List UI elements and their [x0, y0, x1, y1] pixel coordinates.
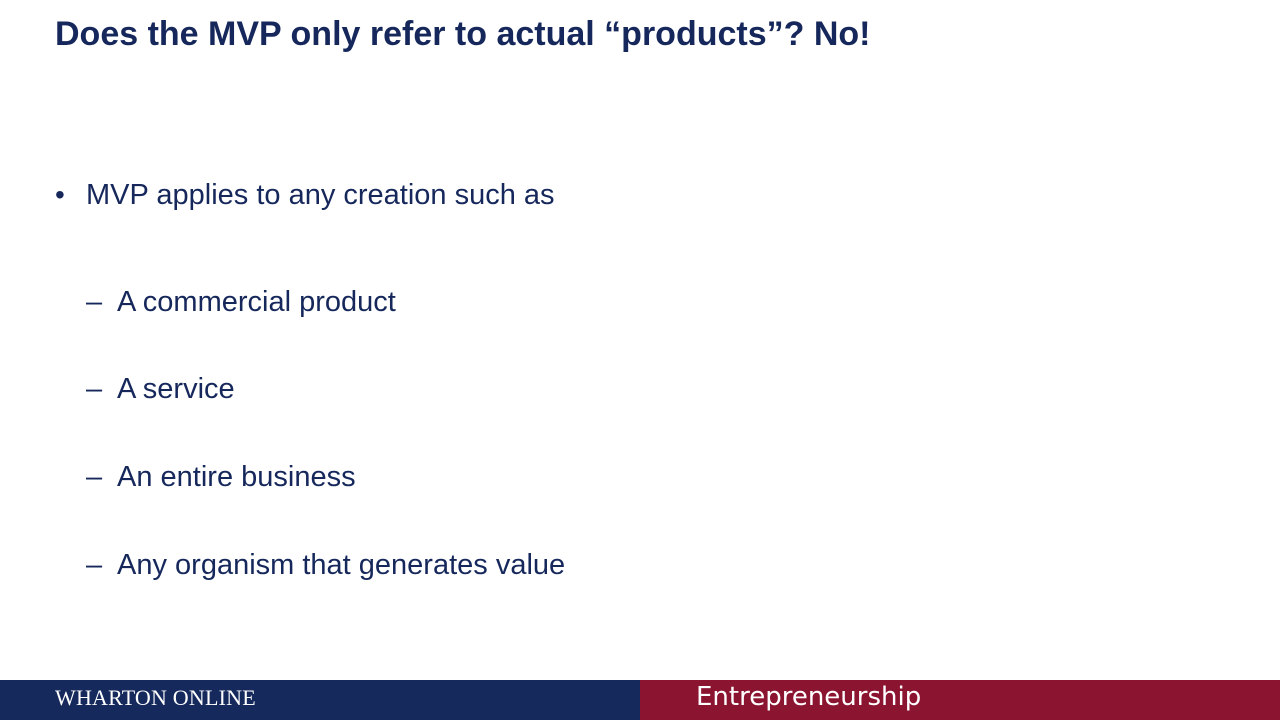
footer-right-band: Entrepreneurship [640, 680, 1280, 720]
sub-bullet-text: A service [117, 372, 235, 405]
footer-course-title: Entrepreneurship [696, 682, 922, 712]
main-bullet: • MVP applies to any creation such as [55, 175, 555, 215]
sub-bullet-organism-value: – Any organism that generates value [86, 545, 565, 585]
bullet-marker: • [55, 179, 65, 210]
sub-bullet-entire-business: – An entire business [86, 457, 356, 497]
footer-brand-logo: WHARTON ONLINE [55, 685, 256, 710]
sub-bullet-commercial-product: – A commercial product [86, 282, 396, 322]
dash-marker: – [86, 548, 103, 581]
dash-marker: – [86, 460, 103, 493]
sub-bullet-text: An entire business [117, 460, 356, 493]
sub-bullet-text: A commercial product [117, 285, 396, 318]
slide-title: Does the MVP only refer to actual “produ… [55, 15, 871, 53]
footer-left-band: WHARTON ONLINE [0, 680, 640, 720]
sub-bullet-text: Any organism that generates value [117, 548, 566, 581]
main-bullet-text: MVP applies to any creation such as [86, 178, 555, 211]
dash-marker: – [86, 372, 103, 405]
dash-marker: – [86, 285, 103, 318]
sub-bullet-service: – A service [86, 369, 235, 409]
